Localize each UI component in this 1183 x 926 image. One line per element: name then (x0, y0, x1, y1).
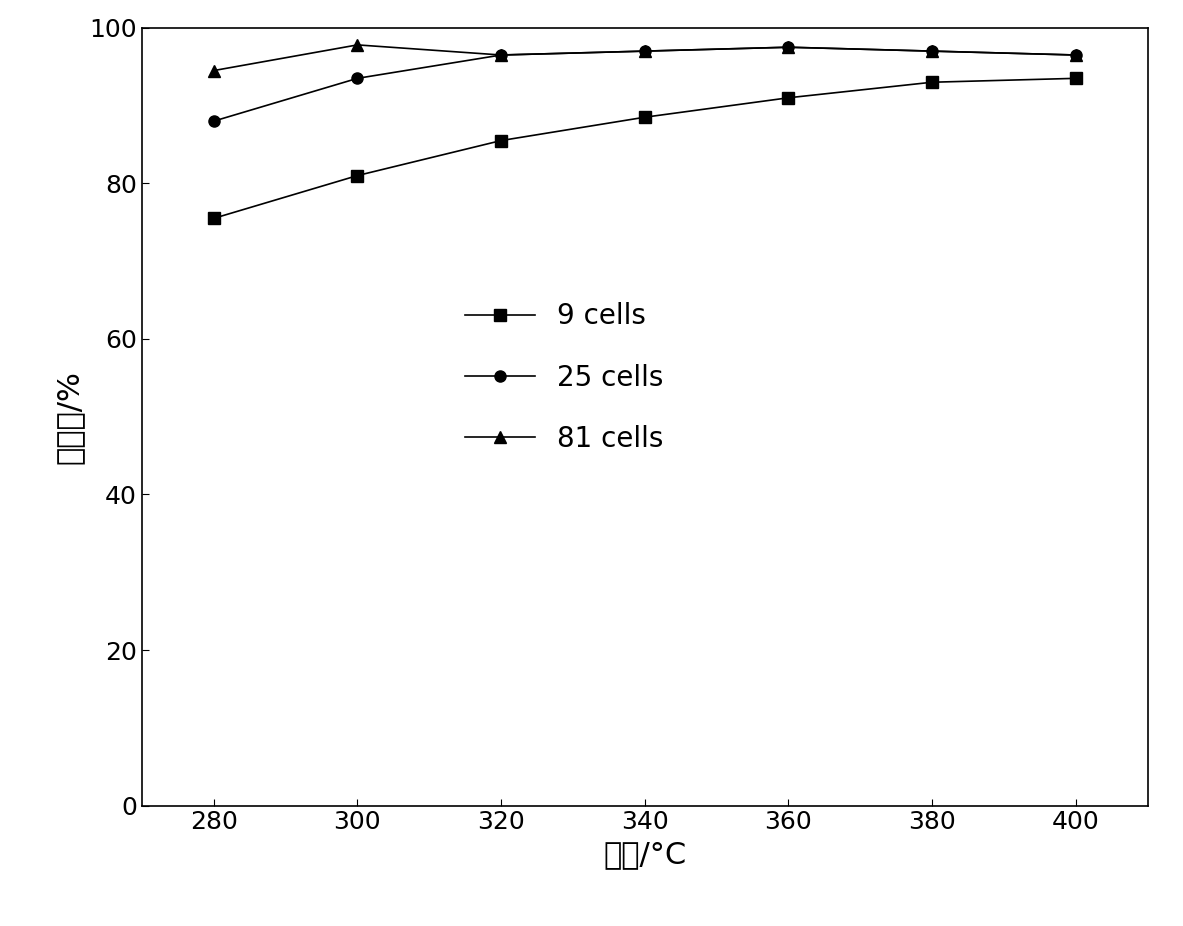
25 cells (494, 49, 509, 60)
25 cells (350, 73, 364, 84)
81 cells (1068, 49, 1082, 60)
9 cells (781, 93, 795, 104)
25 cells (1068, 49, 1082, 60)
9 cells (494, 135, 509, 146)
9 cells (1068, 73, 1082, 84)
25 cells (207, 116, 221, 127)
9 cells (638, 112, 652, 123)
9 cells (925, 77, 939, 88)
Y-axis label: 转化率/%: 转化率/% (54, 369, 84, 464)
81 cells (638, 45, 652, 56)
25 cells (925, 45, 939, 56)
Line: 9 cells: 9 cells (208, 73, 1081, 224)
25 cells (781, 42, 795, 53)
X-axis label: 温度/°C: 温度/°C (603, 840, 686, 869)
81 cells (781, 42, 795, 53)
81 cells (350, 39, 364, 50)
81 cells (925, 45, 939, 56)
9 cells (207, 213, 221, 224)
81 cells (494, 49, 509, 60)
Line: 25 cells: 25 cells (208, 42, 1081, 127)
25 cells (638, 45, 652, 56)
Legend: 9 cells, 25 cells, 81 cells: 9 cells, 25 cells, 81 cells (444, 281, 685, 475)
Line: 81 cells: 81 cells (208, 39, 1081, 76)
81 cells (207, 65, 221, 76)
9 cells (350, 170, 364, 181)
